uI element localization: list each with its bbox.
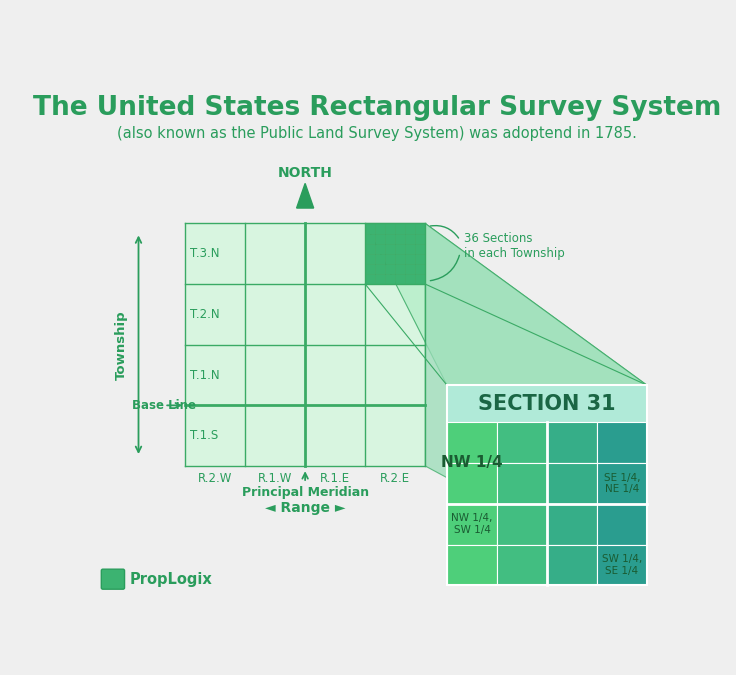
Bar xyxy=(497,504,547,545)
Bar xyxy=(415,254,425,264)
Text: R.1.E: R.1.E xyxy=(320,472,350,485)
Bar xyxy=(365,264,375,274)
Bar xyxy=(395,274,406,284)
Text: SE 1/4,
NE 1/4: SE 1/4, NE 1/4 xyxy=(604,472,640,494)
FancyBboxPatch shape xyxy=(102,569,124,589)
Text: T.1.N: T.1.N xyxy=(191,369,220,381)
Bar xyxy=(365,223,375,234)
Bar xyxy=(395,254,406,264)
Bar xyxy=(597,545,647,585)
Bar xyxy=(375,274,385,284)
Text: Base Line: Base Line xyxy=(132,399,197,412)
Text: R.2.E: R.2.E xyxy=(381,472,410,485)
Bar xyxy=(375,254,385,264)
Bar xyxy=(497,422,547,463)
Bar xyxy=(497,545,547,585)
Bar xyxy=(385,244,395,254)
Text: NORTH: NORTH xyxy=(277,167,333,180)
Bar xyxy=(415,274,425,284)
Bar xyxy=(447,422,497,463)
Text: NW 1/4: NW 1/4 xyxy=(441,456,503,470)
Bar xyxy=(385,234,395,244)
Text: The United States Rectangular Survey System: The United States Rectangular Survey Sys… xyxy=(33,95,721,121)
Text: T.3.N: T.3.N xyxy=(191,247,220,261)
Text: T.2.N: T.2.N xyxy=(191,308,220,321)
Bar xyxy=(385,264,395,274)
Bar xyxy=(597,504,647,545)
Bar xyxy=(597,422,647,463)
Bar xyxy=(447,385,647,585)
Bar xyxy=(406,254,415,264)
Bar xyxy=(185,223,425,466)
Bar xyxy=(547,463,597,504)
Text: Principal Meridian: Principal Meridian xyxy=(241,487,369,499)
Bar xyxy=(395,244,406,254)
Bar xyxy=(597,463,647,504)
Bar xyxy=(406,234,415,244)
Bar xyxy=(547,545,597,585)
Bar xyxy=(447,463,497,504)
Bar xyxy=(365,254,375,264)
Bar xyxy=(447,504,497,545)
Bar xyxy=(497,463,547,504)
Bar xyxy=(385,223,395,234)
Bar xyxy=(365,234,375,244)
Bar xyxy=(365,244,375,254)
Bar xyxy=(415,223,425,234)
Bar xyxy=(447,545,497,585)
Text: R.1.W: R.1.W xyxy=(258,472,292,485)
Text: (also known as the Public Land Survey System) was adoptend in 1785.: (also known as the Public Land Survey Sy… xyxy=(117,126,637,141)
Text: T.1.S: T.1.S xyxy=(191,429,219,442)
Bar xyxy=(406,264,415,274)
Polygon shape xyxy=(425,223,647,585)
Text: Township: Township xyxy=(115,310,128,379)
Bar xyxy=(415,264,425,274)
Text: PropLogix: PropLogix xyxy=(130,572,212,587)
Bar xyxy=(375,244,385,254)
Bar xyxy=(406,244,415,254)
Bar xyxy=(415,244,425,254)
Bar xyxy=(385,274,395,284)
Bar xyxy=(395,223,406,234)
Bar xyxy=(415,234,425,244)
Bar xyxy=(395,264,406,274)
Bar xyxy=(395,234,406,244)
Bar xyxy=(547,504,597,545)
Bar xyxy=(375,264,385,274)
Bar xyxy=(385,254,395,264)
Bar xyxy=(375,223,385,234)
Bar xyxy=(365,274,375,284)
Polygon shape xyxy=(297,184,314,208)
Text: NW 1/4,
SW 1/4: NW 1/4, SW 1/4 xyxy=(451,513,492,535)
Text: ◄ Range ►: ◄ Range ► xyxy=(265,502,345,515)
Bar xyxy=(406,223,415,234)
Text: 36 Sections
in each Township: 36 Sections in each Township xyxy=(464,232,565,261)
Text: SECTION 31: SECTION 31 xyxy=(478,394,616,414)
Bar xyxy=(547,422,597,463)
Bar xyxy=(375,234,385,244)
Bar xyxy=(447,385,647,422)
Text: R.2.W: R.2.W xyxy=(198,472,233,485)
Text: SW 1/4,
SE 1/4: SW 1/4, SE 1/4 xyxy=(602,554,642,576)
Bar xyxy=(406,274,415,284)
Polygon shape xyxy=(365,223,647,385)
